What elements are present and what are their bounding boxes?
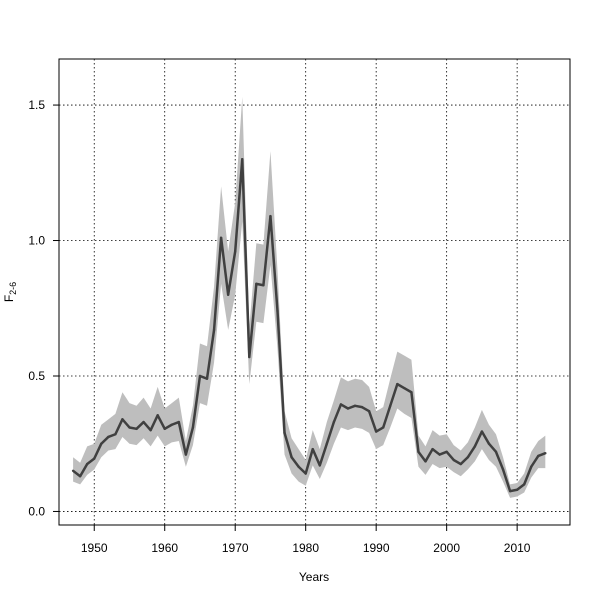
data-point [248,355,251,359]
data-point [219,236,223,240]
data-point [515,488,519,491]
data-point [325,442,329,445]
data-point [114,433,117,436]
data-point [346,407,350,410]
data-point [276,309,279,313]
data-point [382,426,385,429]
data-point [205,377,209,380]
y-axis: 0.0 0.5 1.0 1.5 [28,98,59,518]
x-axis-title: Years [299,570,329,584]
data-point [494,450,498,454]
data-point [480,430,484,433]
data-point [360,405,364,409]
data-point [142,420,145,424]
data-point [135,427,138,431]
data-point [339,403,343,406]
data-point [367,410,371,413]
data-point [226,293,230,296]
data-point [269,214,272,218]
x-axis: 1950 1960 1970 1980 1990 2000 2010 [81,525,531,555]
data-point [170,423,173,426]
data-point [537,454,540,458]
data-point [184,453,188,456]
y-tick-label: 0.5 [28,369,45,383]
data-point [473,445,477,448]
data-point [318,464,321,467]
data-point [283,431,286,435]
data-point [466,456,469,459]
data-point [255,282,258,286]
data-point [121,418,124,421]
data-point [417,450,420,454]
x-tick-label: 2000 [433,541,460,555]
data-point [438,453,441,456]
data-point [290,456,293,459]
data-point [149,428,152,432]
y-axis-title: F2-6 [2,282,18,302]
data-point [530,465,533,468]
data-point [424,460,427,463]
y-axis-title-subscript: 2-6 [8,282,18,295]
x-tick-label: 1980 [292,541,319,555]
y-axis-title-main: F [2,295,16,302]
x-tick-label: 1970 [222,541,249,555]
data-point [78,475,82,478]
data-point [100,442,103,445]
y-tick-label: 1.5 [28,98,45,112]
data-point [177,420,181,424]
data-point [389,404,392,407]
x-tick-label: 1960 [151,541,178,555]
data-point [128,426,131,429]
data-point [297,465,300,468]
x-tick-label: 1990 [363,541,390,555]
x-tick-label: 1950 [81,541,108,555]
data-point [71,469,75,473]
data-point [522,483,526,486]
data-point [311,447,314,451]
data-point [410,391,413,394]
data-point [452,458,455,462]
data-point [304,472,307,475]
data-point [487,442,491,445]
data-point [445,450,448,454]
data-point [403,386,406,390]
data-point [212,328,216,332]
data-point [459,462,462,466]
data-point [374,430,378,433]
data-point [353,404,357,407]
x-tick-label: 2010 [504,541,531,555]
y-tick-label: 0.0 [28,504,45,518]
data-point [241,158,244,161]
f2-6-series-line [72,157,546,493]
data-point [332,420,336,424]
data-point [156,414,159,417]
data-point [544,452,547,455]
data-point [93,457,96,460]
data-point [396,382,399,386]
series-points [71,158,547,493]
data-point [163,427,166,431]
data-point [107,435,110,439]
data-point [508,489,512,493]
data-point [262,284,265,287]
data-point [85,462,89,466]
data-point [191,426,195,429]
y-tick-label: 1.0 [28,234,45,248]
data-point [234,250,237,253]
data-point [198,374,202,378]
plot-frame [58,58,571,526]
data-point [431,447,434,451]
data-point [501,468,505,471]
